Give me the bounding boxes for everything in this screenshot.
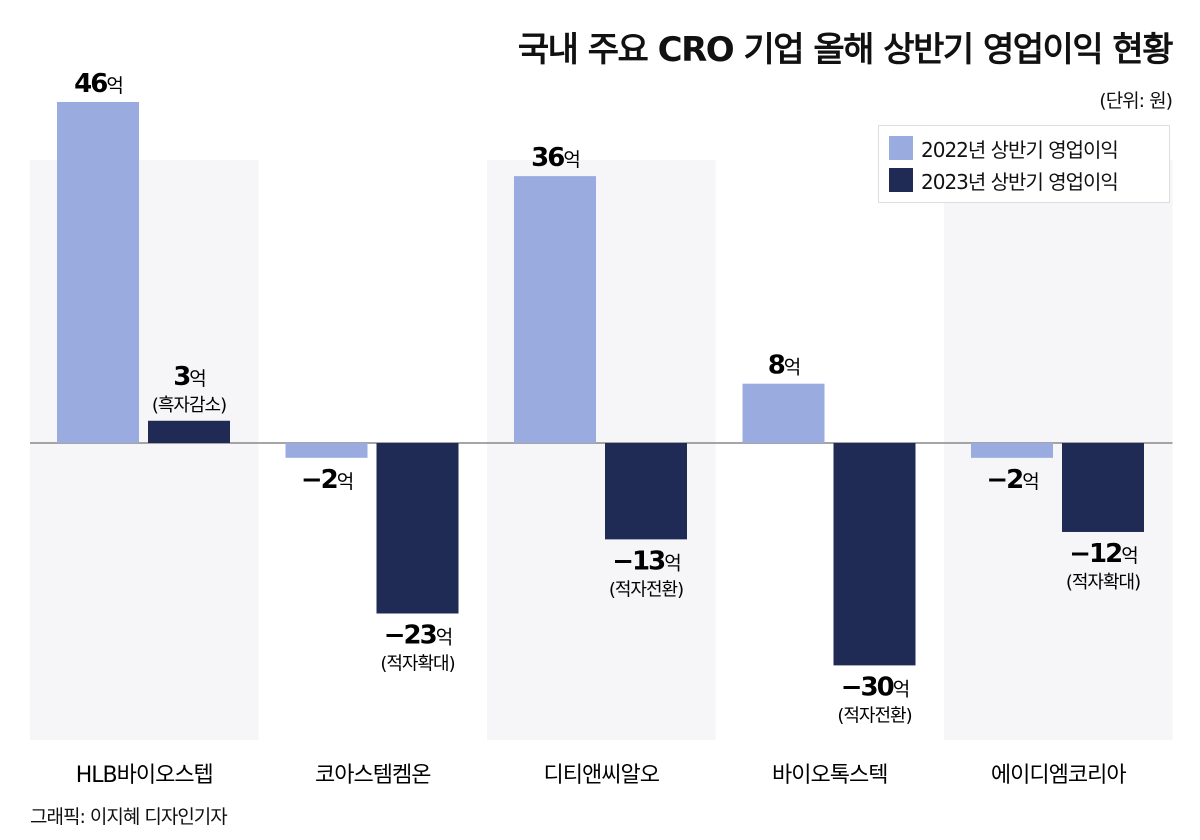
legend-swatch-2022 — [889, 136, 913, 160]
category-label: HLB바이오스텝 — [76, 763, 213, 788]
category-label: 바이오톡스텍 — [772, 763, 887, 788]
data-label: −2억 — [986, 465, 1038, 495]
data-label: 36억 — [531, 143, 579, 173]
bar — [376, 443, 459, 614]
category-label: 코아스템켐온 — [315, 763, 431, 788]
legend-item-2022: 2022년 상반기 영업이익 — [889, 132, 1159, 164]
data-annotation: (적자확대) — [380, 654, 454, 675]
legend-label-2023: 2023년 상반기 영업이익 — [921, 169, 1119, 194]
chart-title: 국내 주요 CRO 기업 올해 상반기 영업이익 현황 — [517, 30, 1174, 70]
data-annotation: (흑자감소) — [152, 395, 226, 416]
legend-item-2023: 2023년 상반기 영업이익 — [889, 164, 1159, 196]
bar — [742, 383, 825, 443]
category-label: 에이디엠코리아 — [991, 763, 1126, 788]
data-label: 3억 — [173, 362, 205, 392]
bar — [285, 443, 368, 458]
credit: 그래픽: 이지혜 디자인기자 — [30, 806, 228, 828]
legend-label-2022: 2022년 상반기 영업이익 — [921, 137, 1119, 162]
bar — [1062, 443, 1144, 532]
data-label: 46억 — [74, 69, 122, 99]
category-label: 디티앤씨알오 — [544, 763, 660, 788]
bar — [971, 443, 1053, 458]
legend: 2022년 상반기 영업이익 2023년 상반기 영업이익 — [878, 125, 1170, 203]
bar — [57, 102, 139, 443]
data-annotation: (적자확대) — [1066, 572, 1140, 593]
bar — [148, 420, 230, 443]
data-annotation: (적자전환) — [609, 579, 683, 600]
bar — [605, 443, 687, 540]
data-label: −23억 — [384, 621, 452, 651]
data-label: −2억 — [301, 465, 353, 495]
data-label: −13억 — [612, 546, 680, 576]
bar — [833, 443, 916, 666]
data-label: −12억 — [1069, 539, 1137, 569]
data-label: 8억 — [768, 351, 800, 381]
data-label: −30억 — [841, 672, 909, 702]
data-annotation: (적자전환) — [837, 705, 911, 726]
bar — [514, 176, 596, 443]
unit-label: (단위: 원) — [1099, 90, 1173, 112]
legend-swatch-2023 — [889, 168, 913, 192]
